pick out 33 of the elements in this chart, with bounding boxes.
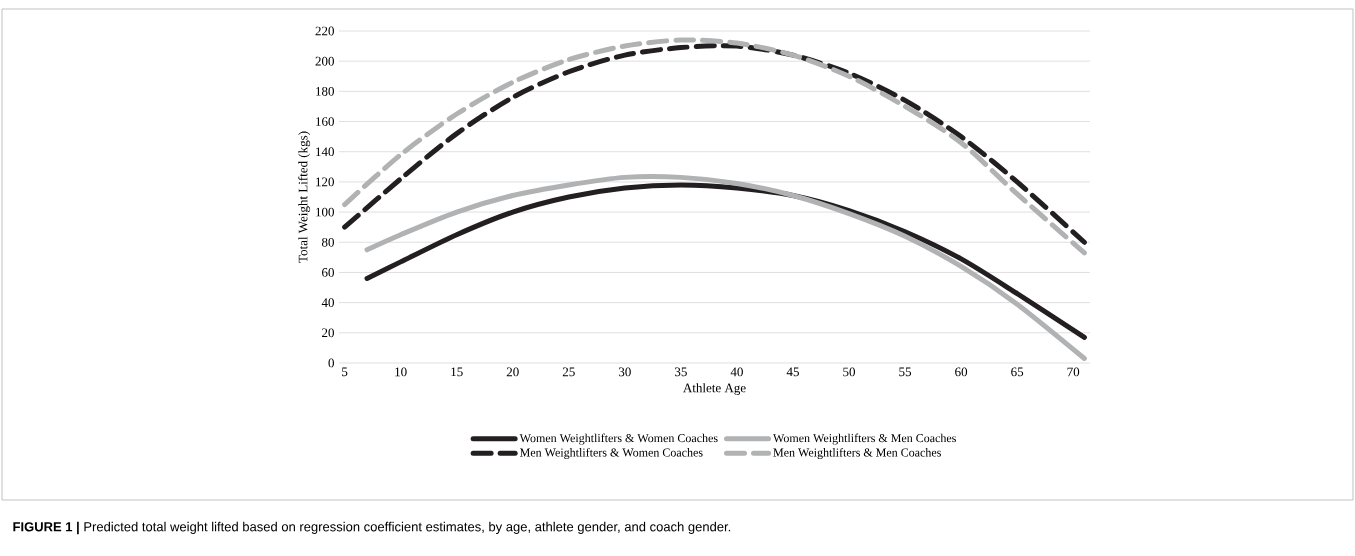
legend-label: Men Weightlifters & Men Coaches <box>773 447 941 460</box>
x-tick-label: 70 <box>1067 367 1080 377</box>
y-tick-label: 220 <box>315 26 334 36</box>
legend-label: Women Weightlifters & Women Coaches <box>519 433 718 445</box>
y-tick-label: 60 <box>322 268 334 277</box>
x-tick-label: 20 <box>506 367 519 377</box>
y-tick-label: 100 <box>316 207 334 217</box>
y-axis-title: Total Weight Lifted (kgs) <box>298 131 311 263</box>
x-tick-label: 35 <box>675 367 687 377</box>
x-tick-label: 55 <box>899 367 912 377</box>
x-tick-label: 10 <box>395 367 407 377</box>
x-tick-label: 30 <box>618 367 631 377</box>
legend-label: Men Weightlifters & Women Coaches <box>519 447 703 460</box>
y-tick-label: 140 <box>316 147 334 157</box>
x-tick-label: 45 <box>786 367 799 377</box>
x-axis-title: Athlete Age <box>683 383 746 395</box>
y-tick-label: 20 <box>322 328 334 338</box>
x-tick-label: 50 <box>843 367 856 377</box>
x-tick-label: 25 <box>562 367 575 377</box>
x-tick-label: 15 <box>451 367 463 377</box>
y-tick-label: 120 <box>316 177 334 187</box>
y-tick-label: 80 <box>321 237 334 247</box>
x-tick-label: 60 <box>955 367 968 377</box>
text: FIGURE 1 | Predicted total weight lifted based on regression coefficient estimates, by age, athlete gender, and coach gender. <box>13 521 731 535</box>
x-tick-label: 40 <box>730 367 743 377</box>
y-tick-label: 180 <box>316 86 334 96</box>
x-tick-label: 65 <box>1011 367 1024 377</box>
y-tick-label: 200 <box>315 56 334 66</box>
y-tick-label: 0 <box>328 358 334 368</box>
y-tick-label: 40 <box>321 298 334 308</box>
x-tick-label: 5 <box>342 367 348 377</box>
legend-label: Women Weightlifters & Men Coaches <box>773 433 956 445</box>
y-tick-label: 160 <box>316 117 334 126</box>
